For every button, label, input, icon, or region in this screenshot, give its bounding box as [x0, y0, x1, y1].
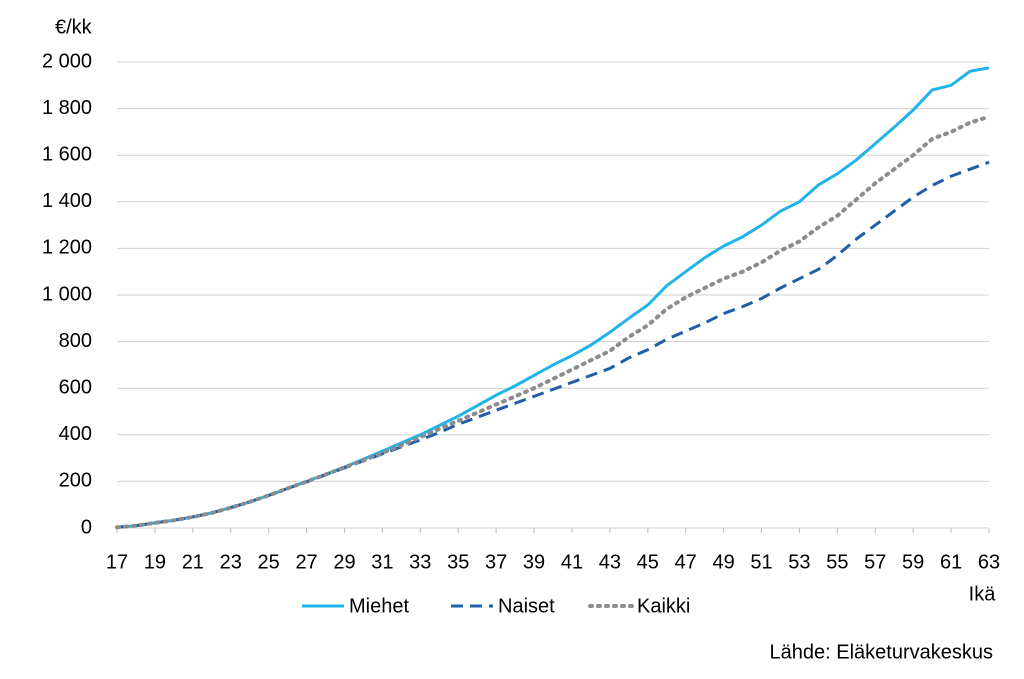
y-tick-label: 1 600 [42, 143, 92, 165]
legend-label: Kaikki [637, 595, 690, 617]
y-axis-label: €/kk [55, 16, 93, 38]
x-tick-label: 27 [295, 551, 317, 573]
x-tick-label: 51 [750, 551, 772, 573]
y-tick-label: 1 200 [42, 237, 92, 259]
y-tick-label: 0 [81, 516, 92, 538]
y-tick-label: 600 [59, 376, 92, 398]
x-tick-label: 59 [902, 551, 924, 573]
x-tick-label: 41 [561, 551, 583, 573]
x-tick-label: 29 [333, 551, 355, 573]
x-tick-label: 19 [144, 551, 166, 573]
x-tick-label: 23 [220, 551, 242, 573]
x-tick-label: 17 [106, 551, 128, 573]
y-tick-label: 1 800 [42, 97, 92, 119]
series-line [116, 66, 990, 529]
x-tick-label: 35 [447, 551, 469, 573]
x-tick-label: 39 [523, 551, 545, 573]
x-tick-label: 61 [940, 551, 962, 573]
y-tick-label: 200 [59, 470, 92, 492]
series-line [115, 114, 991, 530]
x-tick-label: 63 [978, 551, 1000, 573]
y-tick-label: 2 000 [42, 50, 92, 72]
x-tick-label: 37 [485, 551, 507, 573]
y-tick-label: 1 000 [42, 283, 92, 305]
y-tick-label: 800 [59, 330, 92, 352]
x-tick-label: 57 [864, 551, 886, 573]
legend-label: Miehet [349, 595, 409, 617]
x-tick-label: 21 [182, 551, 204, 573]
x-tick-label: 25 [258, 551, 280, 573]
x-tick-label: 53 [788, 551, 810, 573]
y-tick-label: 1 400 [42, 190, 92, 212]
x-tick-label: 55 [826, 551, 848, 573]
series-line [116, 160, 990, 529]
x-tick-label: 31 [371, 551, 393, 573]
x-axis-label: Ikä [969, 583, 997, 605]
x-tick-label: 43 [599, 551, 621, 573]
legend-label: Naiset [498, 595, 555, 617]
y-tick-label: 400 [59, 423, 92, 445]
x-tick-label: 45 [637, 551, 659, 573]
x-tick-label: 47 [675, 551, 697, 573]
source: Lähde: Eläketurvakeskus [770, 641, 993, 663]
x-tick-label: 33 [409, 551, 431, 573]
x-tick-label: 49 [712, 551, 734, 573]
